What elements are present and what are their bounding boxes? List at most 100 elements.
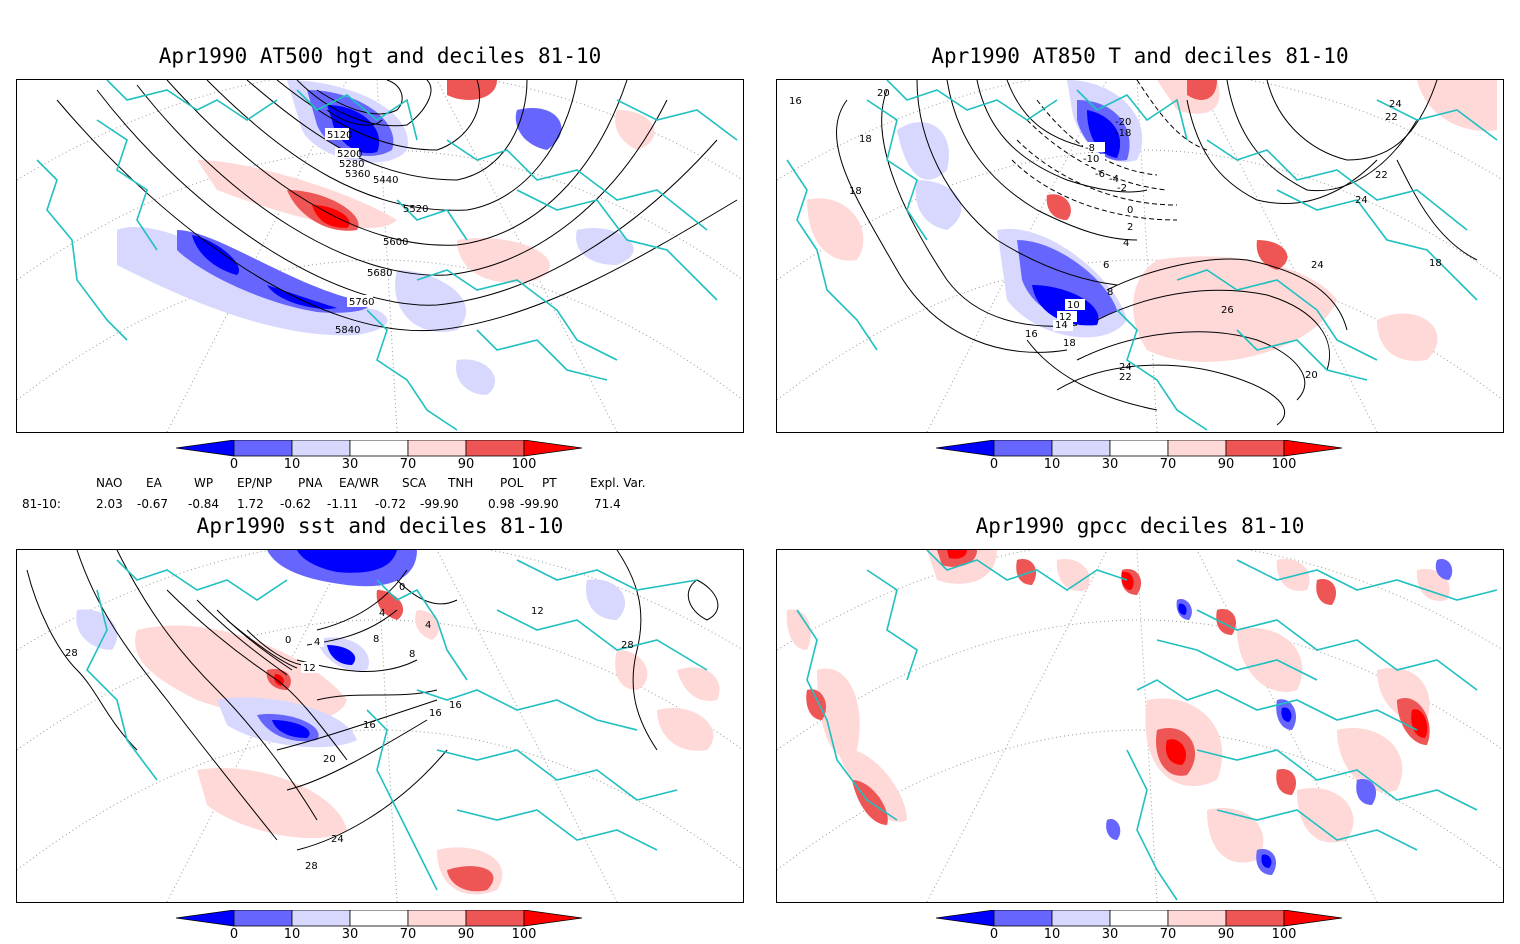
index-value: 0.98 bbox=[488, 497, 515, 511]
contour-label: 18 bbox=[859, 134, 872, 145]
colorbar-tick: 0 bbox=[229, 927, 239, 942]
contour-label: 5840 bbox=[335, 325, 360, 336]
index-header: Expl. Var. bbox=[590, 476, 646, 490]
contour-label: 5440 bbox=[373, 175, 398, 186]
contour-label: 5360 bbox=[345, 169, 370, 180]
index-value: -1.11 bbox=[327, 497, 359, 511]
colorbar-tick: 90 bbox=[1217, 457, 1235, 472]
contour-label: 4 bbox=[314, 637, 320, 648]
map-sst: 28 0 0 4 4 8 8 12 16 16 16 20 24 28 12 2… bbox=[16, 549, 744, 903]
contour-label: 16 bbox=[429, 708, 442, 719]
contour-label: 28 bbox=[621, 640, 634, 651]
colorbar-segment bbox=[407, 909, 467, 927]
contour-label: 12 bbox=[303, 663, 316, 674]
colorbar-tick: 70 bbox=[399, 927, 417, 942]
colorbar-segment bbox=[523, 909, 583, 927]
colorbar-segment bbox=[349, 909, 409, 927]
contour-label: 5120 bbox=[327, 130, 352, 141]
colorbar-segment bbox=[523, 439, 583, 457]
index-header: TNH bbox=[448, 476, 474, 490]
contour-label: -6 bbox=[1095, 169, 1105, 180]
contour-label: 24 bbox=[331, 834, 344, 845]
colorbar-segment bbox=[1283, 439, 1343, 457]
contour-label: 2 bbox=[1127, 222, 1133, 233]
contour-label: 24 bbox=[1119, 362, 1132, 373]
contour-label: 4 bbox=[425, 620, 431, 631]
colorbar-tick: 30 bbox=[1101, 927, 1119, 942]
index-value: 2.03 bbox=[96, 497, 123, 511]
map-t850: 16 20 18 18 -20 -18 -8 -10 -6 -4 -2 0 2 … bbox=[776, 79, 1504, 433]
colorbar-segment bbox=[407, 439, 467, 457]
contour-label: 0 bbox=[285, 635, 291, 646]
colorbar-segment bbox=[1051, 909, 1111, 927]
contour-label: 20 bbox=[1305, 370, 1318, 381]
contour-label: 5200 bbox=[337, 149, 362, 160]
colorbar-segment bbox=[935, 909, 995, 927]
contour-label: 24 bbox=[1355, 195, 1368, 206]
contour-label: 28 bbox=[65, 648, 78, 659]
contour-label: -4 bbox=[1109, 174, 1119, 185]
colorbar-tick: 100 bbox=[511, 927, 537, 942]
colorbar-segment bbox=[465, 909, 525, 927]
colorbar-segment bbox=[993, 909, 1053, 927]
colorbar-segment bbox=[1225, 909, 1285, 927]
colorbar-tick: 10 bbox=[283, 927, 301, 942]
contour-label: 6 bbox=[1103, 260, 1109, 271]
colorbar-segment bbox=[175, 439, 235, 457]
colorbar-segment bbox=[993, 439, 1053, 457]
index-header: PT bbox=[542, 476, 557, 490]
contour-label: 16 bbox=[363, 720, 376, 731]
contour-label: 22 bbox=[1385, 112, 1398, 123]
contour-label: 16 bbox=[449, 700, 462, 711]
contour-label: 18 bbox=[1429, 258, 1442, 269]
contour-label: 26 bbox=[1221, 305, 1234, 316]
contour-label: 0 bbox=[399, 582, 405, 593]
index-header: EA bbox=[146, 476, 162, 490]
index-value: -99.90 bbox=[520, 497, 559, 511]
contour-label: 18 bbox=[849, 186, 862, 197]
colorbar-tick: 100 bbox=[1271, 927, 1297, 942]
index-header: EA/WR bbox=[339, 476, 380, 490]
colorbar-segment bbox=[291, 439, 351, 457]
colorbar-tick: 70 bbox=[399, 457, 417, 472]
colorbar-tick: 30 bbox=[341, 927, 359, 942]
contour-label: 4 bbox=[379, 608, 385, 619]
contour-label: 5280 bbox=[339, 159, 364, 170]
colorbar-segment bbox=[233, 909, 293, 927]
colorbar-tick: 100 bbox=[511, 457, 537, 472]
colorbar-segment bbox=[233, 439, 293, 457]
panel-title-sst: Apr1990 sst and deciles 81-10 bbox=[196, 514, 564, 538]
index-value: -0.67 bbox=[137, 497, 169, 511]
contour-label: 5760 bbox=[349, 297, 374, 308]
map-hgt500: 5120 5200 5280 5360 5440 5520 5600 5680 … bbox=[16, 79, 744, 433]
contour-label: 5520 bbox=[403, 204, 428, 215]
contour-label: 14 bbox=[1055, 320, 1068, 331]
contour-label: 4 bbox=[1123, 238, 1129, 249]
panel-title-gpcc: Apr1990 gpcc deciles 81-10 bbox=[975, 514, 1305, 538]
colorbar-segment bbox=[465, 439, 525, 457]
colorbar-segment bbox=[1283, 909, 1343, 927]
colorbar-segment bbox=[935, 439, 995, 457]
index-value: -0.62 bbox=[280, 497, 312, 511]
contour-label: -20 bbox=[1115, 117, 1131, 128]
panel-title-hgt500: Apr1990 AT500 hgt and deciles 81-10 bbox=[158, 44, 602, 68]
contour-label: 12 bbox=[1059, 312, 1072, 323]
index-header: PNA bbox=[298, 476, 323, 490]
colorbar-tick: 10 bbox=[1043, 457, 1061, 472]
index-header: WP bbox=[194, 476, 214, 490]
map-gpcc bbox=[776, 549, 1504, 903]
colorbar-tick: 90 bbox=[457, 457, 475, 472]
contour-label: 16 bbox=[1025, 329, 1038, 340]
colorbar-tick: 0 bbox=[229, 457, 239, 472]
contour-label: 24 bbox=[1389, 99, 1402, 110]
contour-label: -8 bbox=[1085, 143, 1095, 154]
index-value: -0.72 bbox=[375, 497, 407, 511]
index-value: 1.72 bbox=[237, 497, 264, 511]
contour-label: 0 bbox=[1127, 205, 1133, 216]
index-header: SCA bbox=[402, 476, 427, 490]
colorbar-hgt500: 0 10 30 70 90 100 bbox=[175, 439, 596, 474]
colorbar-t850: 0 10 30 70 90 100 bbox=[935, 439, 1356, 474]
contour-label: 28 bbox=[305, 861, 318, 872]
contour-label: 16 bbox=[789, 96, 802, 107]
colorbar-segment bbox=[349, 439, 409, 457]
